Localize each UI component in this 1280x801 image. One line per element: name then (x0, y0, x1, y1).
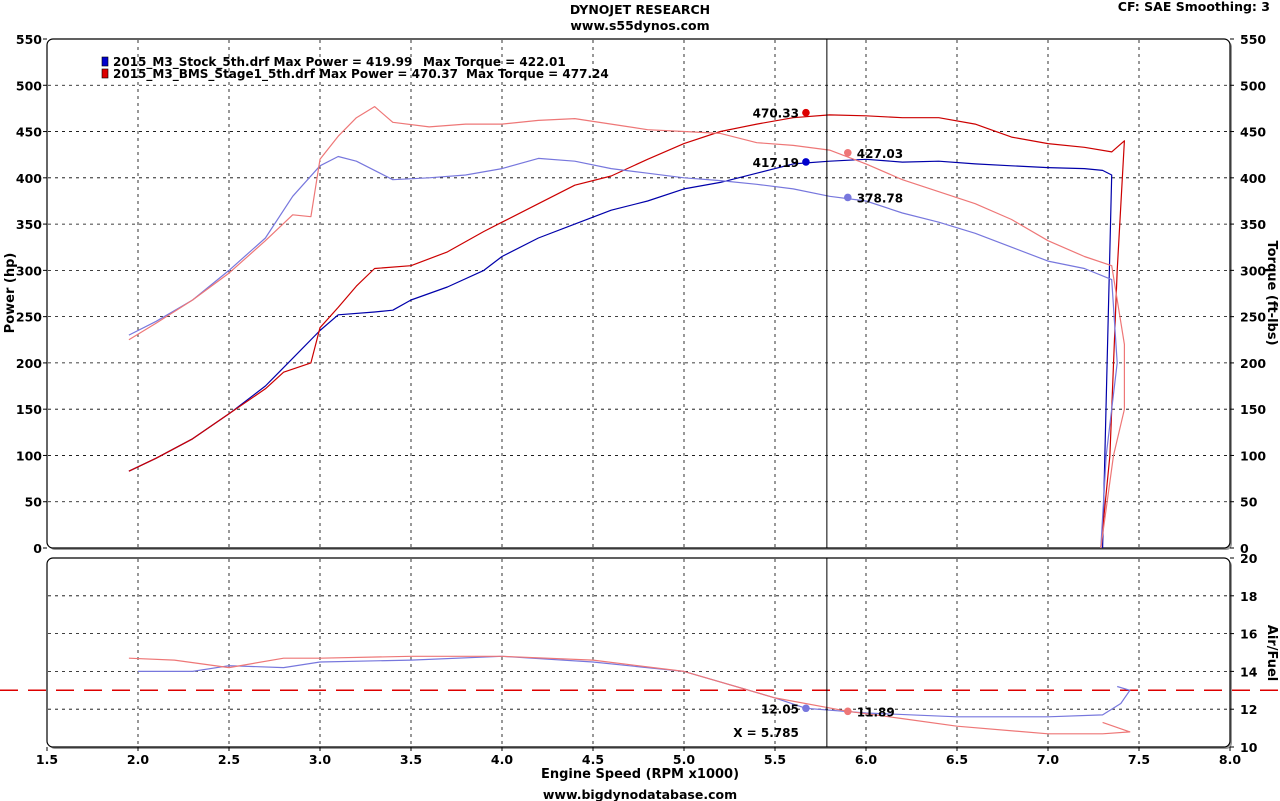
x-tick-label: 2.5 (218, 752, 240, 767)
value-marker (844, 193, 852, 202)
value-marker (844, 149, 852, 157)
x-tick-label: 8.0 (1219, 752, 1241, 767)
series-line-power-0 (128, 158, 1113, 549)
y2-tick-label: 16 (1240, 627, 1258, 642)
y-axis-label: Power (hp) (3, 253, 18, 334)
footer-url: www.bigdynodatabase.com (543, 787, 737, 801)
value-marker-label: 417.19 (753, 156, 799, 170)
y2-tick-label: 12 (1240, 702, 1257, 717)
shared-axis: 1.5 2.0 2.5 3.0 3.5 4.0 4.5 5.0 5.5 6.0 6.5 7.0 7.5 8… (36, 747, 1241, 782)
value-marker (844, 707, 852, 716)
series-line-torque-2 (128, 155, 1118, 549)
legend-swatch (101, 68, 109, 79)
legend-max-torque: Max Torque = 477.24 (466, 67, 609, 81)
x-tick-label: 7.0 (1037, 752, 1059, 767)
y2-tick-label: 450 (1240, 125, 1266, 140)
top-frame (46, 38, 1231, 549)
y2-tick-label: 400 (1240, 171, 1266, 186)
x-tick-label: 6.5 (946, 752, 968, 767)
value-marker-label: 427.03 (857, 147, 903, 161)
y-tick-label: 500 (16, 78, 42, 93)
x-tick-label: 6.0 (855, 752, 877, 767)
y2-tick-label: 50 (1240, 495, 1258, 510)
series-line-torque-3 (128, 106, 1125, 549)
series-line-airfuel-1 (128, 655, 1131, 735)
y2-tick-label: 550 (1240, 32, 1266, 47)
y2-tick-label: 500 (1240, 78, 1266, 93)
x-tick-label: 4.0 (491, 752, 513, 767)
y2-tick-label: 20 (1240, 551, 1258, 566)
y-tick-label: 200 (16, 356, 42, 371)
value-marker-label: 11.89 (857, 705, 895, 719)
y2-axis-label: Air/Fuel (1264, 625, 1279, 681)
legend-entry: 2015_M3_BMS_Stage1_5th.drf Max Power = 4… (113, 67, 458, 82)
y-tick-label: 0 (33, 541, 42, 556)
y2-tick-label: 0 (1240, 541, 1249, 556)
y-tick-label: 50 (25, 495, 43, 510)
y2-tick-label: 250 (1240, 310, 1266, 325)
legend-entry: 2015_M3_Stock_5th.drf Max Power = 419.99 (113, 55, 412, 70)
y2-tick-label: 350 (1240, 217, 1266, 232)
y2-tick-label: 100 (1240, 448, 1266, 463)
y-tick-label: 400 (16, 171, 42, 186)
y2-tick-label: 18 (1240, 589, 1257, 604)
value-marker (802, 704, 810, 713)
y2-tick-label: 14 (1240, 664, 1258, 679)
y-tick-label: 350 (16, 217, 42, 232)
x-tick-label: 3.5 (400, 752, 422, 767)
legend-max-torque: Max Torque = 422.01 (423, 55, 566, 69)
value-marker-label: 378.78 (857, 191, 903, 205)
legend-swatch (101, 56, 109, 67)
y2-tick-label: 10 (1240, 740, 1258, 755)
x-tick-label: 3.0 (309, 752, 331, 767)
y-tick-label: 250 (16, 310, 42, 325)
y2-tick-label: 150 (1240, 402, 1266, 417)
x-axis-label: Engine Speed (RPM x1000) (541, 767, 739, 782)
power-torque-plot: 0 0 50 50 100 100 150 150 200 200 250 250 300 300 350 3… (3, 32, 1279, 556)
x-tick-label: 5.0 (673, 752, 695, 767)
y2-tick-label: 300 (1240, 263, 1266, 278)
y-tick-label: 550 (16, 32, 42, 47)
x-tick-label: 7.5 (1128, 752, 1150, 767)
x-tick-label: 5.5 (764, 752, 786, 767)
value-marker (802, 108, 810, 117)
bottom-frame (46, 557, 1231, 748)
x-tick-label: 4.5 (582, 752, 604, 767)
series-line-power-1 (128, 114, 1125, 549)
y2-tick-label: 200 (1240, 356, 1266, 371)
y-tick-label: 450 (16, 125, 42, 140)
cursor-x-label: X = 5.785 (733, 726, 799, 740)
x-tick-label: 1.5 (36, 752, 58, 767)
value-marker (802, 158, 810, 166)
value-marker-label: 470.33 (753, 107, 799, 121)
cf-smoothing-info: CF: SAE Smoothing: 3 (1118, 0, 1270, 14)
y-tick-label: 300 (16, 263, 42, 278)
chart-title: DYNOJET RESEARCH (570, 2, 710, 17)
air-fuel-plot: 10 12 14 16 18 20 Air/Fuel X = 5.785 12.05 11.89 (0, 551, 1280, 755)
y2-axis-label: Torque (ft-lbs) (1264, 240, 1279, 345)
chart-subtitle: www.s55dynos.com (570, 18, 709, 33)
x-tick-label: 2.0 (127, 752, 149, 767)
y-tick-label: 150 (16, 402, 42, 417)
value-marker-label: 12.05 (761, 702, 799, 716)
y-tick-label: 100 (16, 448, 42, 463)
